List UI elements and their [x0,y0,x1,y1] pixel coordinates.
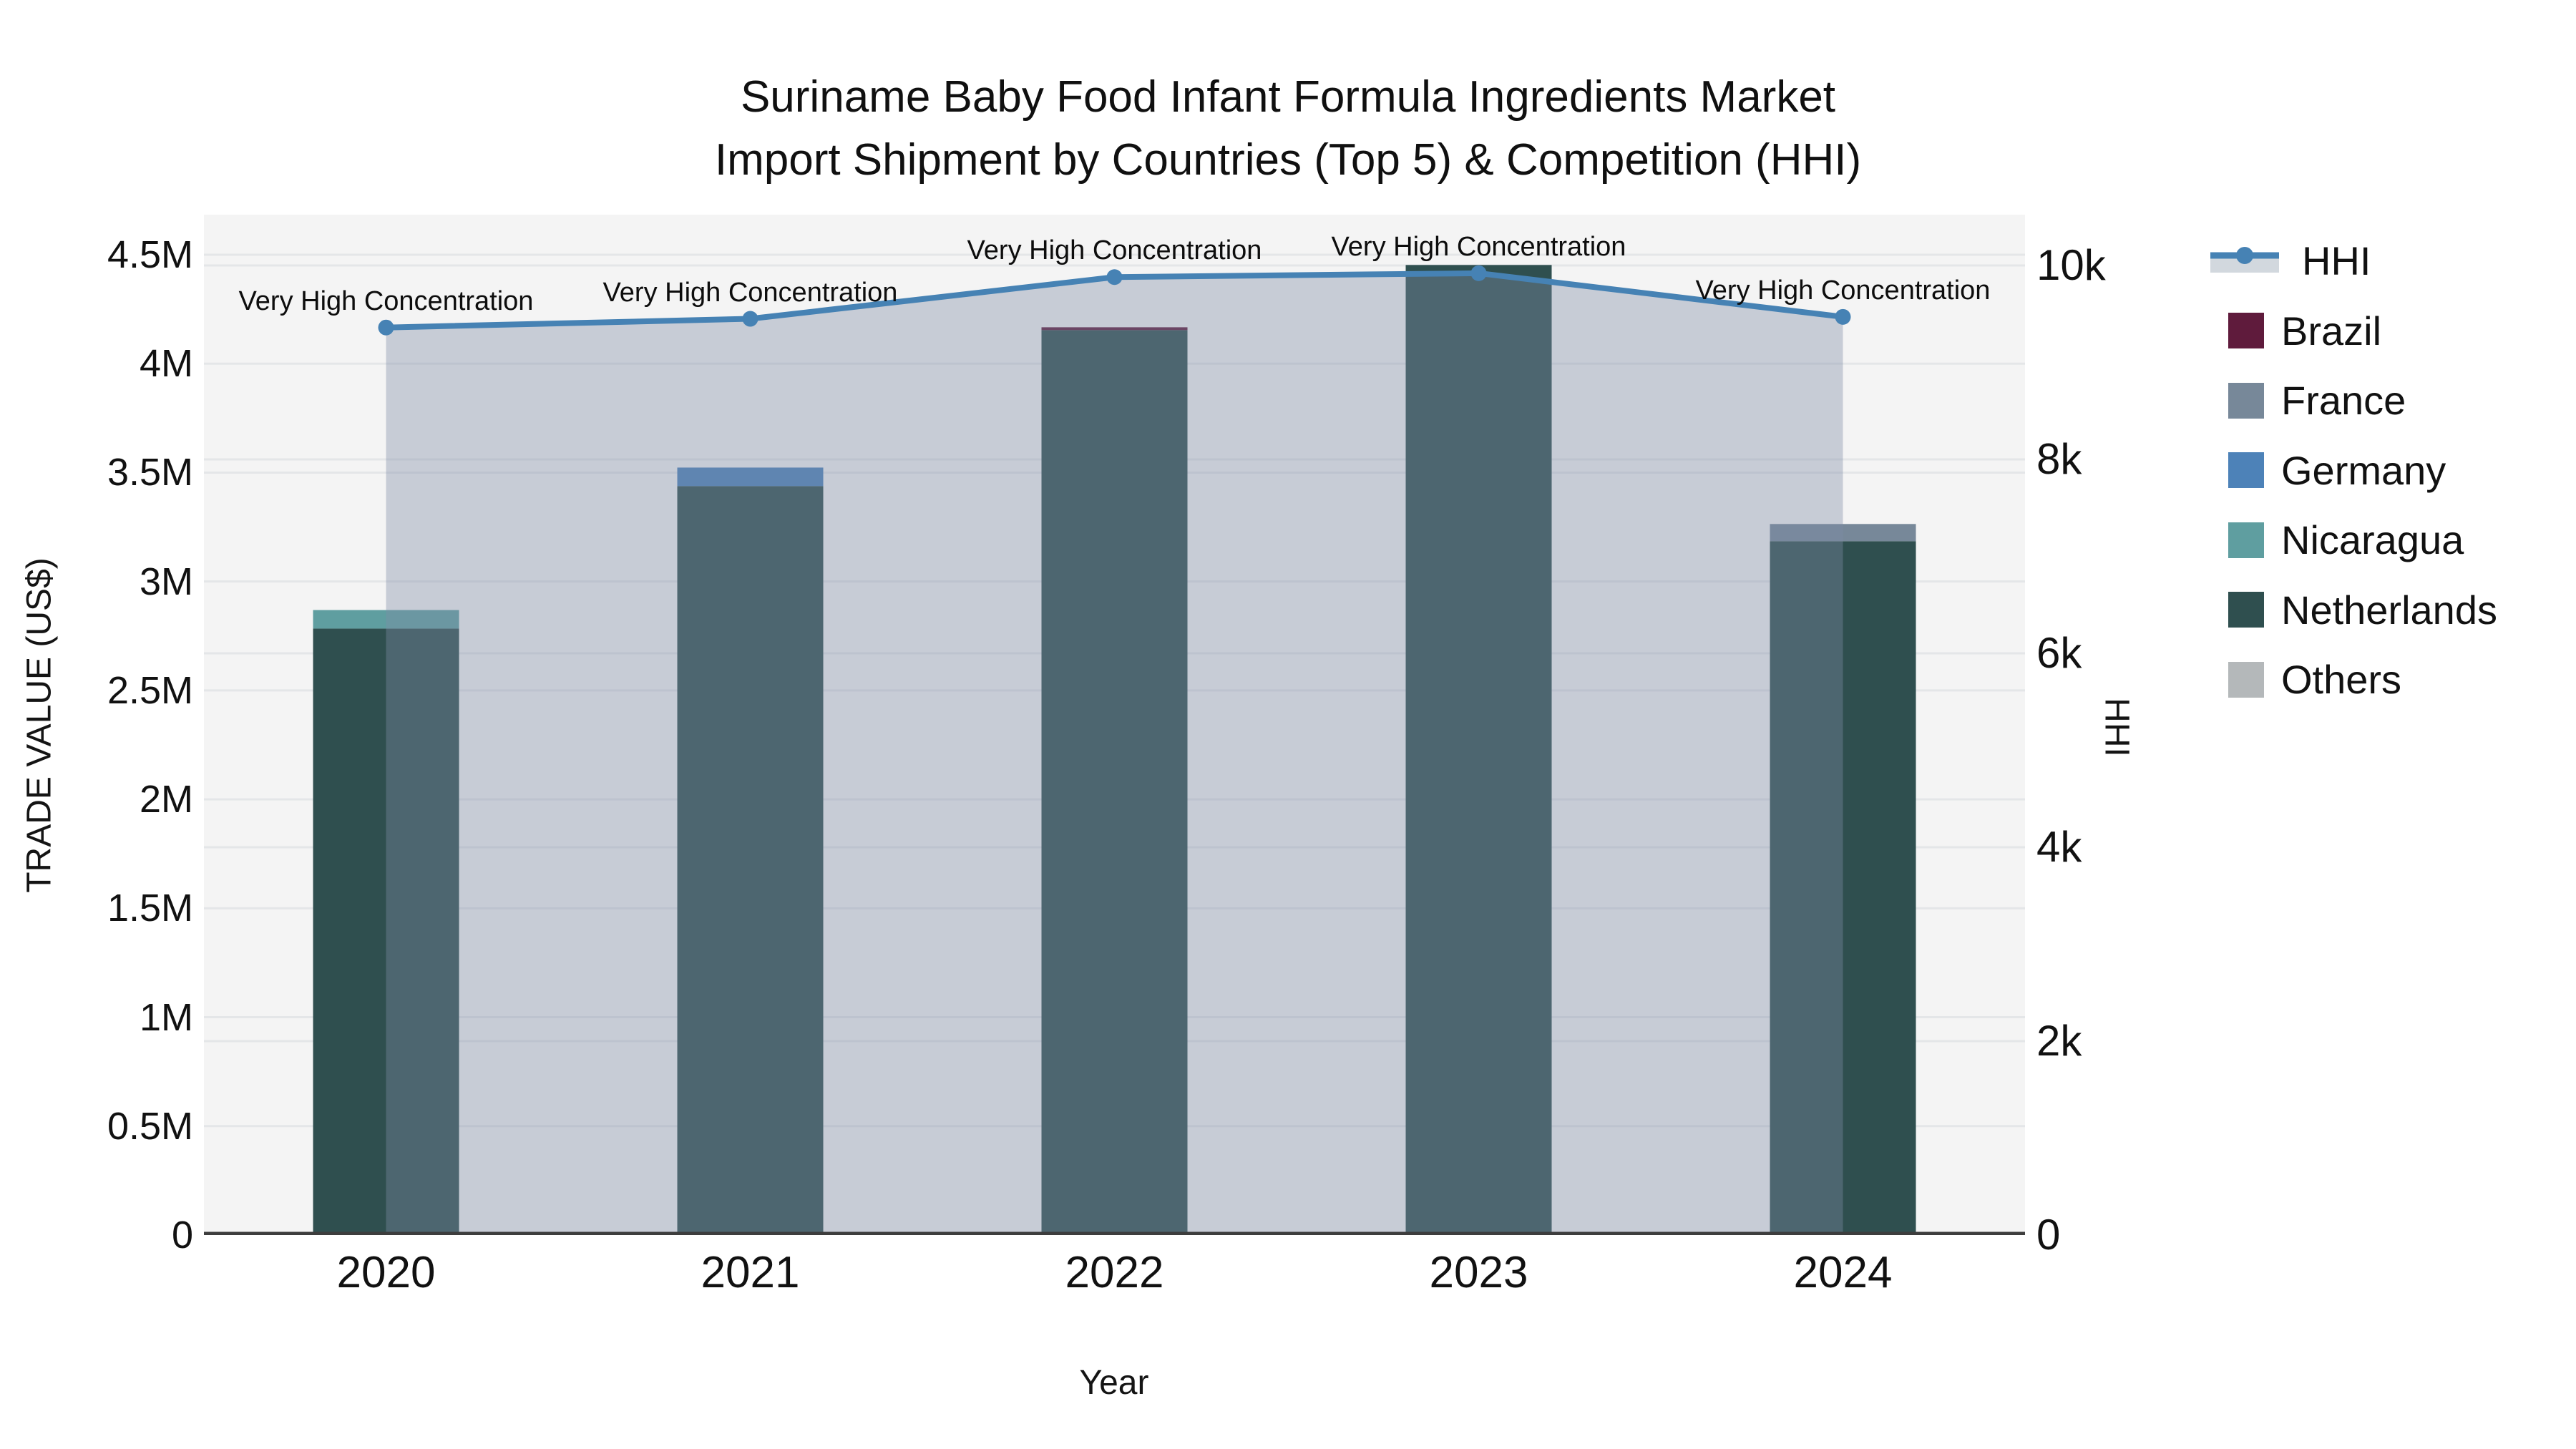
legend-item-france[interactable]: France [2207,366,2406,435]
bar-segment-france-2024 [1770,524,1916,542]
bar-segment-netherlands-2021 [677,486,824,1235]
x-axis-title: Year [1079,1364,1149,1402]
legend-label-hhi: HHI [2302,238,2371,283]
bar-segment-netherlands-2024 [1770,541,1916,1235]
x-tick-2023: 2023 [1429,1248,1528,1297]
y-left-tick-3M: 3M [139,560,193,603]
hhi-marker-2022 [1106,269,1123,286]
bar-segment-germany-2021 [677,467,824,487]
y-right-tick-8k: 8k [2036,435,2082,483]
hhi-marker-2023 [1470,265,1487,281]
legend-item-hhi[interactable]: HHI [2207,226,2371,296]
y-left-tick-4.5M: 4.5M [107,233,193,276]
hhi-area-fill [386,273,1843,1235]
hhi-marker-2020 [378,319,394,336]
legend-item-netherlands[interactable]: Netherlands [2207,575,2497,645]
chart-title-line2: Import Shipment by Countries (Top 5) & C… [714,135,1862,185]
chart-title: Suriname Baby Food Infant Formula Ingred… [0,66,2576,192]
x-tick-2020: 2020 [336,1248,436,1297]
bar-segment-brazil-2022 [1041,327,1188,331]
x-tick-2024: 2024 [1793,1248,1893,1297]
bar-segment-nicaragua-2020 [313,610,459,629]
legend-item-brazil[interactable]: Brazil [2207,296,2381,366]
legend-label-brazil: Brazil [2281,308,2382,353]
bar-segment-netherlands-2022 [1041,330,1188,1235]
legend-item-germany[interactable]: Germany [2207,436,2446,505]
chart-title-line1: Suriname Baby Food Infant Formula Ingred… [740,72,1836,122]
legend-swatch-others-icon [2228,661,2264,698]
y-left-tick-0: 0 [171,1214,193,1257]
legend-label-netherlands: Netherlands [2281,587,2497,633]
y-left-tick-1.5M: 1.5M [107,887,193,930]
y-axis-right-title: HHI [2097,698,2136,757]
hhi-marker-2024 [1835,308,1851,325]
legend-swatch-france-icon [2228,382,2264,419]
legend-item-nicaragua[interactable]: Nicaragua [2207,505,2464,575]
y-left-tick-0.5M: 0.5M [107,1104,193,1148]
hhi-marker-2021 [742,311,758,327]
y-left-tick-1M: 1M [139,995,193,1039]
y-left-tick-2M: 2M [139,778,193,821]
y-right-tick-6k: 6k [2036,629,2082,677]
y-left-tick-2.5M: 2.5M [107,668,193,712]
legend-swatch-nicaragua-icon [2228,522,2264,558]
bar-segment-netherlands-2020 [313,628,459,1235]
bar-segment-netherlands-2023 [1405,265,1552,1235]
annotation-2023: Very High Concentration [1331,231,1626,262]
legend-label-germany: Germany [2281,447,2446,493]
annotation-2021: Very High Concentration [602,277,898,308]
legend-label-others: Others [2281,657,2402,702]
annotation-2022: Very High Concentration [967,235,1262,266]
legend-label-france: France [2281,378,2406,423]
y-right-tick-0: 0 [2036,1211,2061,1259]
legend-item-others[interactable]: Others [2207,645,2401,714]
y-right-tick-2k: 2k [2036,1017,2082,1065]
x-tick-2022: 2022 [1065,1248,1164,1297]
y-left-tick-3.5M: 3.5M [107,451,193,494]
y-right-tick-10k: 10k [2036,241,2106,289]
x-tick-2021: 2021 [701,1248,800,1297]
y-axis-left-title: TRADE VALUE (US$) [20,557,59,893]
legend-swatch-germany-icon [2228,452,2264,488]
plot-area: Very High Concentration Very High Concent… [204,215,2025,1235]
legend-swatch-brazil-icon [2228,313,2264,348]
legend-hhi-line-icon [2210,246,2279,273]
plot-svg [204,253,2025,1235]
legend-swatch-netherlands-icon [2228,592,2264,628]
legend-label-nicaragua: Nicaragua [2281,517,2464,562]
y-left-tick-4M: 4M [139,342,193,386]
y-right-tick-4k: 4k [2036,823,2082,871]
annotation-2020: Very High Concentration [238,286,534,316]
annotation-2024: Very High Concentration [1695,275,1991,306]
